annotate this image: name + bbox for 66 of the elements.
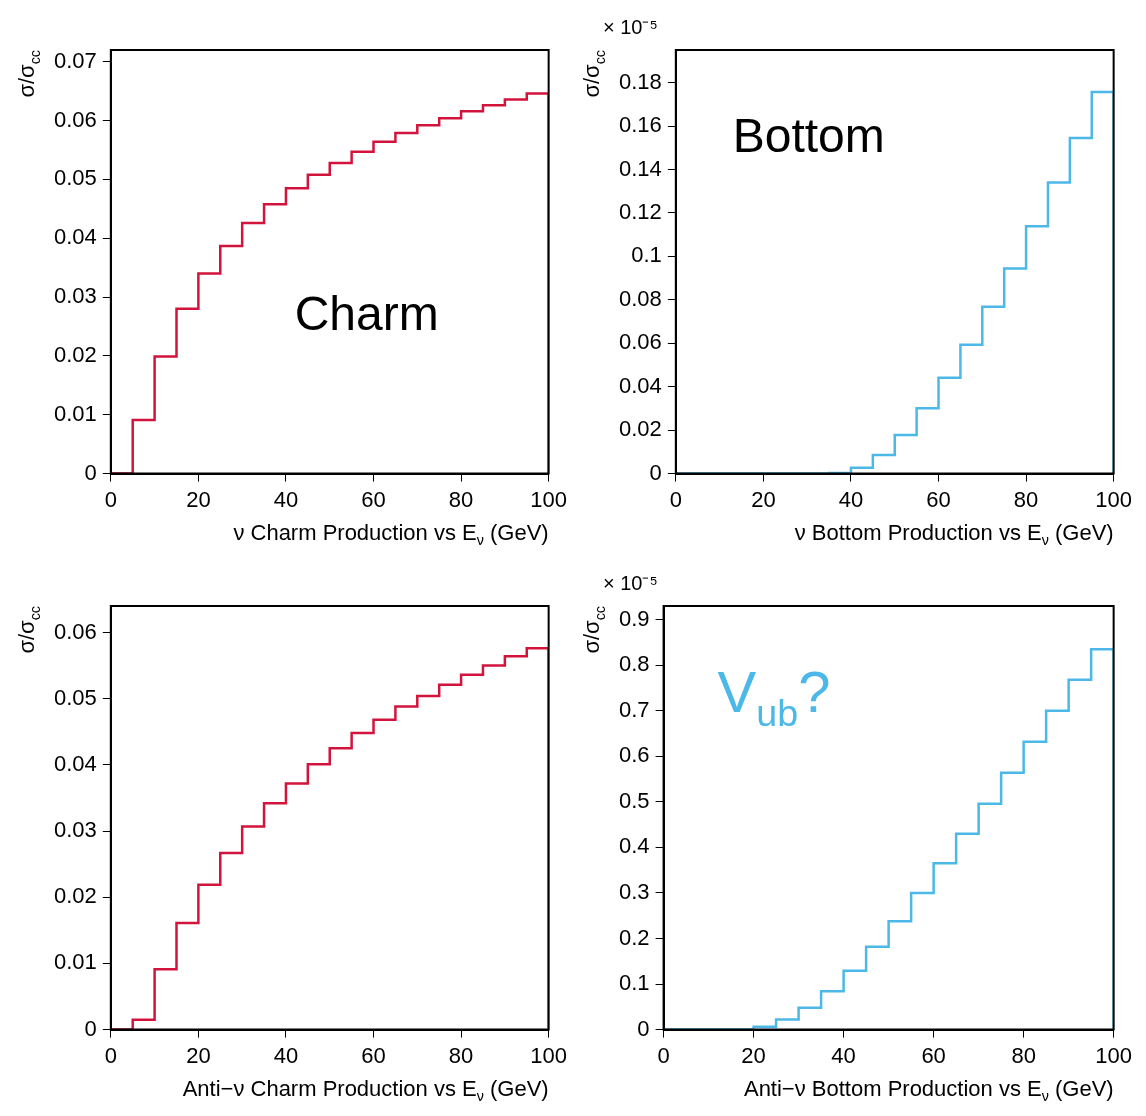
x-tick-label: 20 — [186, 486, 211, 512]
y-tick-label: 0.4 — [618, 833, 650, 859]
y-tick-label: 0 — [649, 459, 662, 485]
y-tick-label: 0.04 — [618, 372, 662, 398]
x-tick-label: 60 — [926, 486, 951, 512]
x-tick-label: 20 — [741, 1042, 766, 1068]
y-tick-label: 0 — [84, 459, 97, 485]
y-tick-label: 0.16 — [618, 112, 662, 138]
y-tick-label: 0.12 — [618, 198, 662, 224]
y-axis-title: σ/σcc — [579, 606, 608, 654]
y-axis-title: σ/σcc — [14, 606, 43, 654]
y-tick-label: 0.8 — [618, 651, 650, 677]
x-tick-label: 80 — [1013, 486, 1039, 512]
x-tick-label: 40 — [273, 486, 299, 512]
x-tick-label: 40 — [273, 1042, 299, 1068]
y-tick-label: 0.06 — [53, 106, 97, 132]
x-tick-label: 0 — [104, 1042, 117, 1068]
x-tick-label: 60 — [361, 486, 386, 512]
y-tick-label: 0.01 — [53, 949, 97, 975]
y-tick-label: 0.3 — [618, 879, 650, 905]
y-tick-label: 0.6 — [618, 742, 650, 768]
x-tick-label: 0 — [104, 486, 117, 512]
x-tick-label: 60 — [921, 1042, 946, 1068]
y-tick-label: 0.1 — [631, 242, 662, 268]
annotation: Charm — [294, 286, 439, 340]
y-tick-label: 0.18 — [618, 68, 662, 94]
y-tick-label: 0.14 — [618, 155, 662, 181]
x-tick-label: 40 — [838, 486, 864, 512]
y-tick-label: 0.02 — [618, 416, 662, 442]
y-tick-label: 0.2 — [618, 924, 650, 950]
y-axis-title: σ/σcc — [579, 50, 608, 98]
x-tick-label: 40 — [831, 1042, 856, 1068]
x-tick-label: 100 — [1095, 1042, 1133, 1068]
x-tick-label: 80 — [1011, 1042, 1036, 1068]
y-axis-title: σ/σcc — [14, 50, 43, 98]
y-tick-label: 0.04 — [53, 750, 97, 776]
x-tick-label: 100 — [530, 1042, 568, 1068]
y-tick-label: 0.05 — [53, 684, 97, 710]
x-tick-label: 80 — [448, 486, 474, 512]
annotation: Bottom — [732, 108, 885, 162]
y-tick-label: 0.02 — [53, 883, 97, 909]
x-tick-label: 20 — [186, 1042, 211, 1068]
y-tick-label: 0.08 — [618, 285, 662, 311]
y-tick-label: 0 — [637, 1015, 650, 1041]
y-tick-label: 0.7 — [618, 696, 650, 722]
y-tick-label: 0.9 — [618, 605, 650, 631]
y-tick-label: 0.01 — [53, 400, 97, 426]
y-tick-label: 0.06 — [53, 618, 97, 644]
y-tick-label: 0.5 — [618, 787, 650, 813]
y-tick-label: 0.07 — [53, 47, 97, 73]
y-tick-label: 0.06 — [618, 329, 662, 355]
x-tick-label: 100 — [530, 486, 568, 512]
y-tick-label: 0.03 — [53, 283, 97, 309]
y-tick-label: 0 — [84, 1015, 97, 1041]
y-tick-label: 0.02 — [53, 342, 97, 367]
x-tick-label: 100 — [1095, 486, 1133, 512]
x-tick-label: 60 — [361, 1042, 386, 1068]
text: × 10⁻⁵ — [603, 16, 658, 38]
text: × 10⁻⁵ — [603, 572, 658, 594]
y-tick-label: 0.03 — [53, 817, 97, 843]
x-tick-label: 20 — [751, 486, 776, 512]
y-tick-label: 0.04 — [53, 224, 97, 250]
y-tick-label: 0.05 — [53, 165, 97, 191]
x-tick-label: 80 — [448, 1042, 474, 1068]
x-tick-label: 0 — [669, 486, 682, 512]
y-tick-label: 0.1 — [618, 970, 650, 996]
